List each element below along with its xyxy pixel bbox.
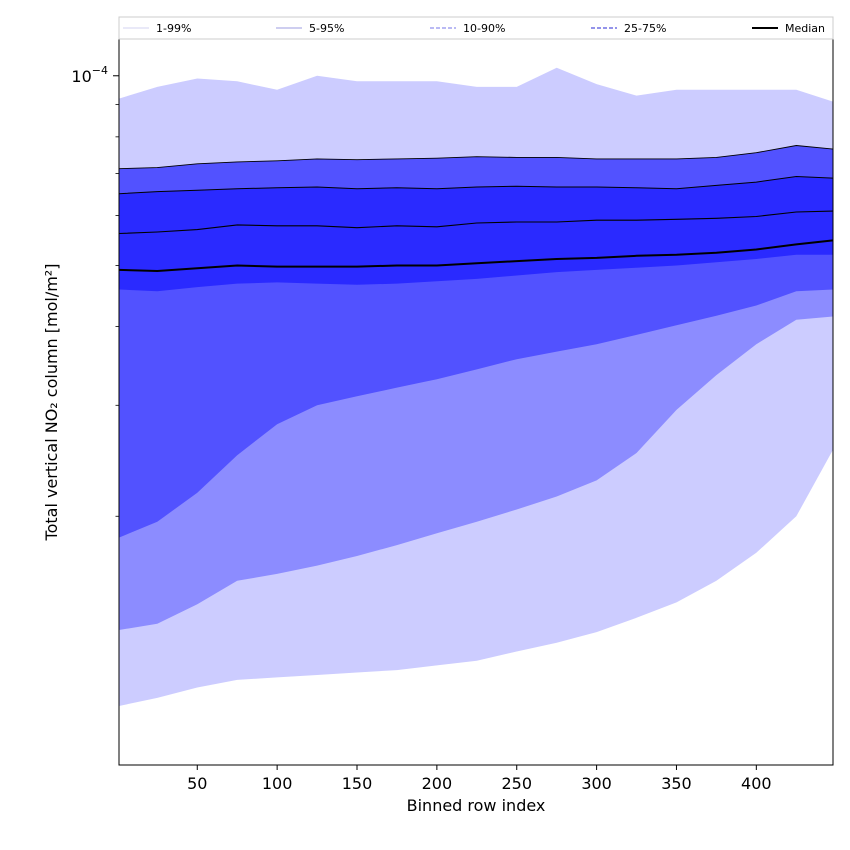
legend: 1-99% 5-95% 10-90% 25-75% Median (118, 16, 834, 40)
legend-label-3: 25-75% (624, 22, 666, 35)
legend-frame (118, 16, 834, 40)
y-tick-label-exponent: −4 (92, 64, 108, 77)
x-tick-label: 150 (342, 774, 373, 793)
x-tick-label: 350 (661, 774, 692, 793)
legend-label-4: Median (785, 22, 825, 35)
x-tick-label: 200 (422, 774, 453, 793)
legend-label-1: 5-95% (309, 22, 344, 35)
y-tick-label-base: 10 (71, 67, 91, 86)
legend-label-0: 1-99% (156, 22, 191, 35)
y-axis: 10−4 (71, 64, 119, 517)
line-75pct (118, 175, 834, 195)
legend-items: 1-99% 5-95% 10-90% 25-75% Median (123, 22, 825, 35)
x-tick-label: 400 (741, 774, 772, 793)
legend-label-2: 10-90% (463, 22, 505, 35)
y-axis-label: Total vertical NO₂ column [mol/m²] (42, 264, 61, 542)
x-axis: 50 100 150 200 250 300 350 400 (187, 765, 772, 793)
line-95pct (118, 210, 834, 235)
x-tick-label: 300 (581, 774, 612, 793)
band-25-75pct (119, 176, 833, 292)
line-median (118, 239, 834, 273)
plot-area (118, 67, 834, 706)
x-tick-label: 50 (187, 774, 207, 793)
line-90pct (118, 145, 834, 170)
x-tick-label: 250 (501, 774, 532, 793)
y-tick-label: 10−4 (71, 64, 108, 86)
x-tick-label: 100 (262, 774, 293, 793)
x-axis-label: Binned row index (407, 796, 546, 815)
